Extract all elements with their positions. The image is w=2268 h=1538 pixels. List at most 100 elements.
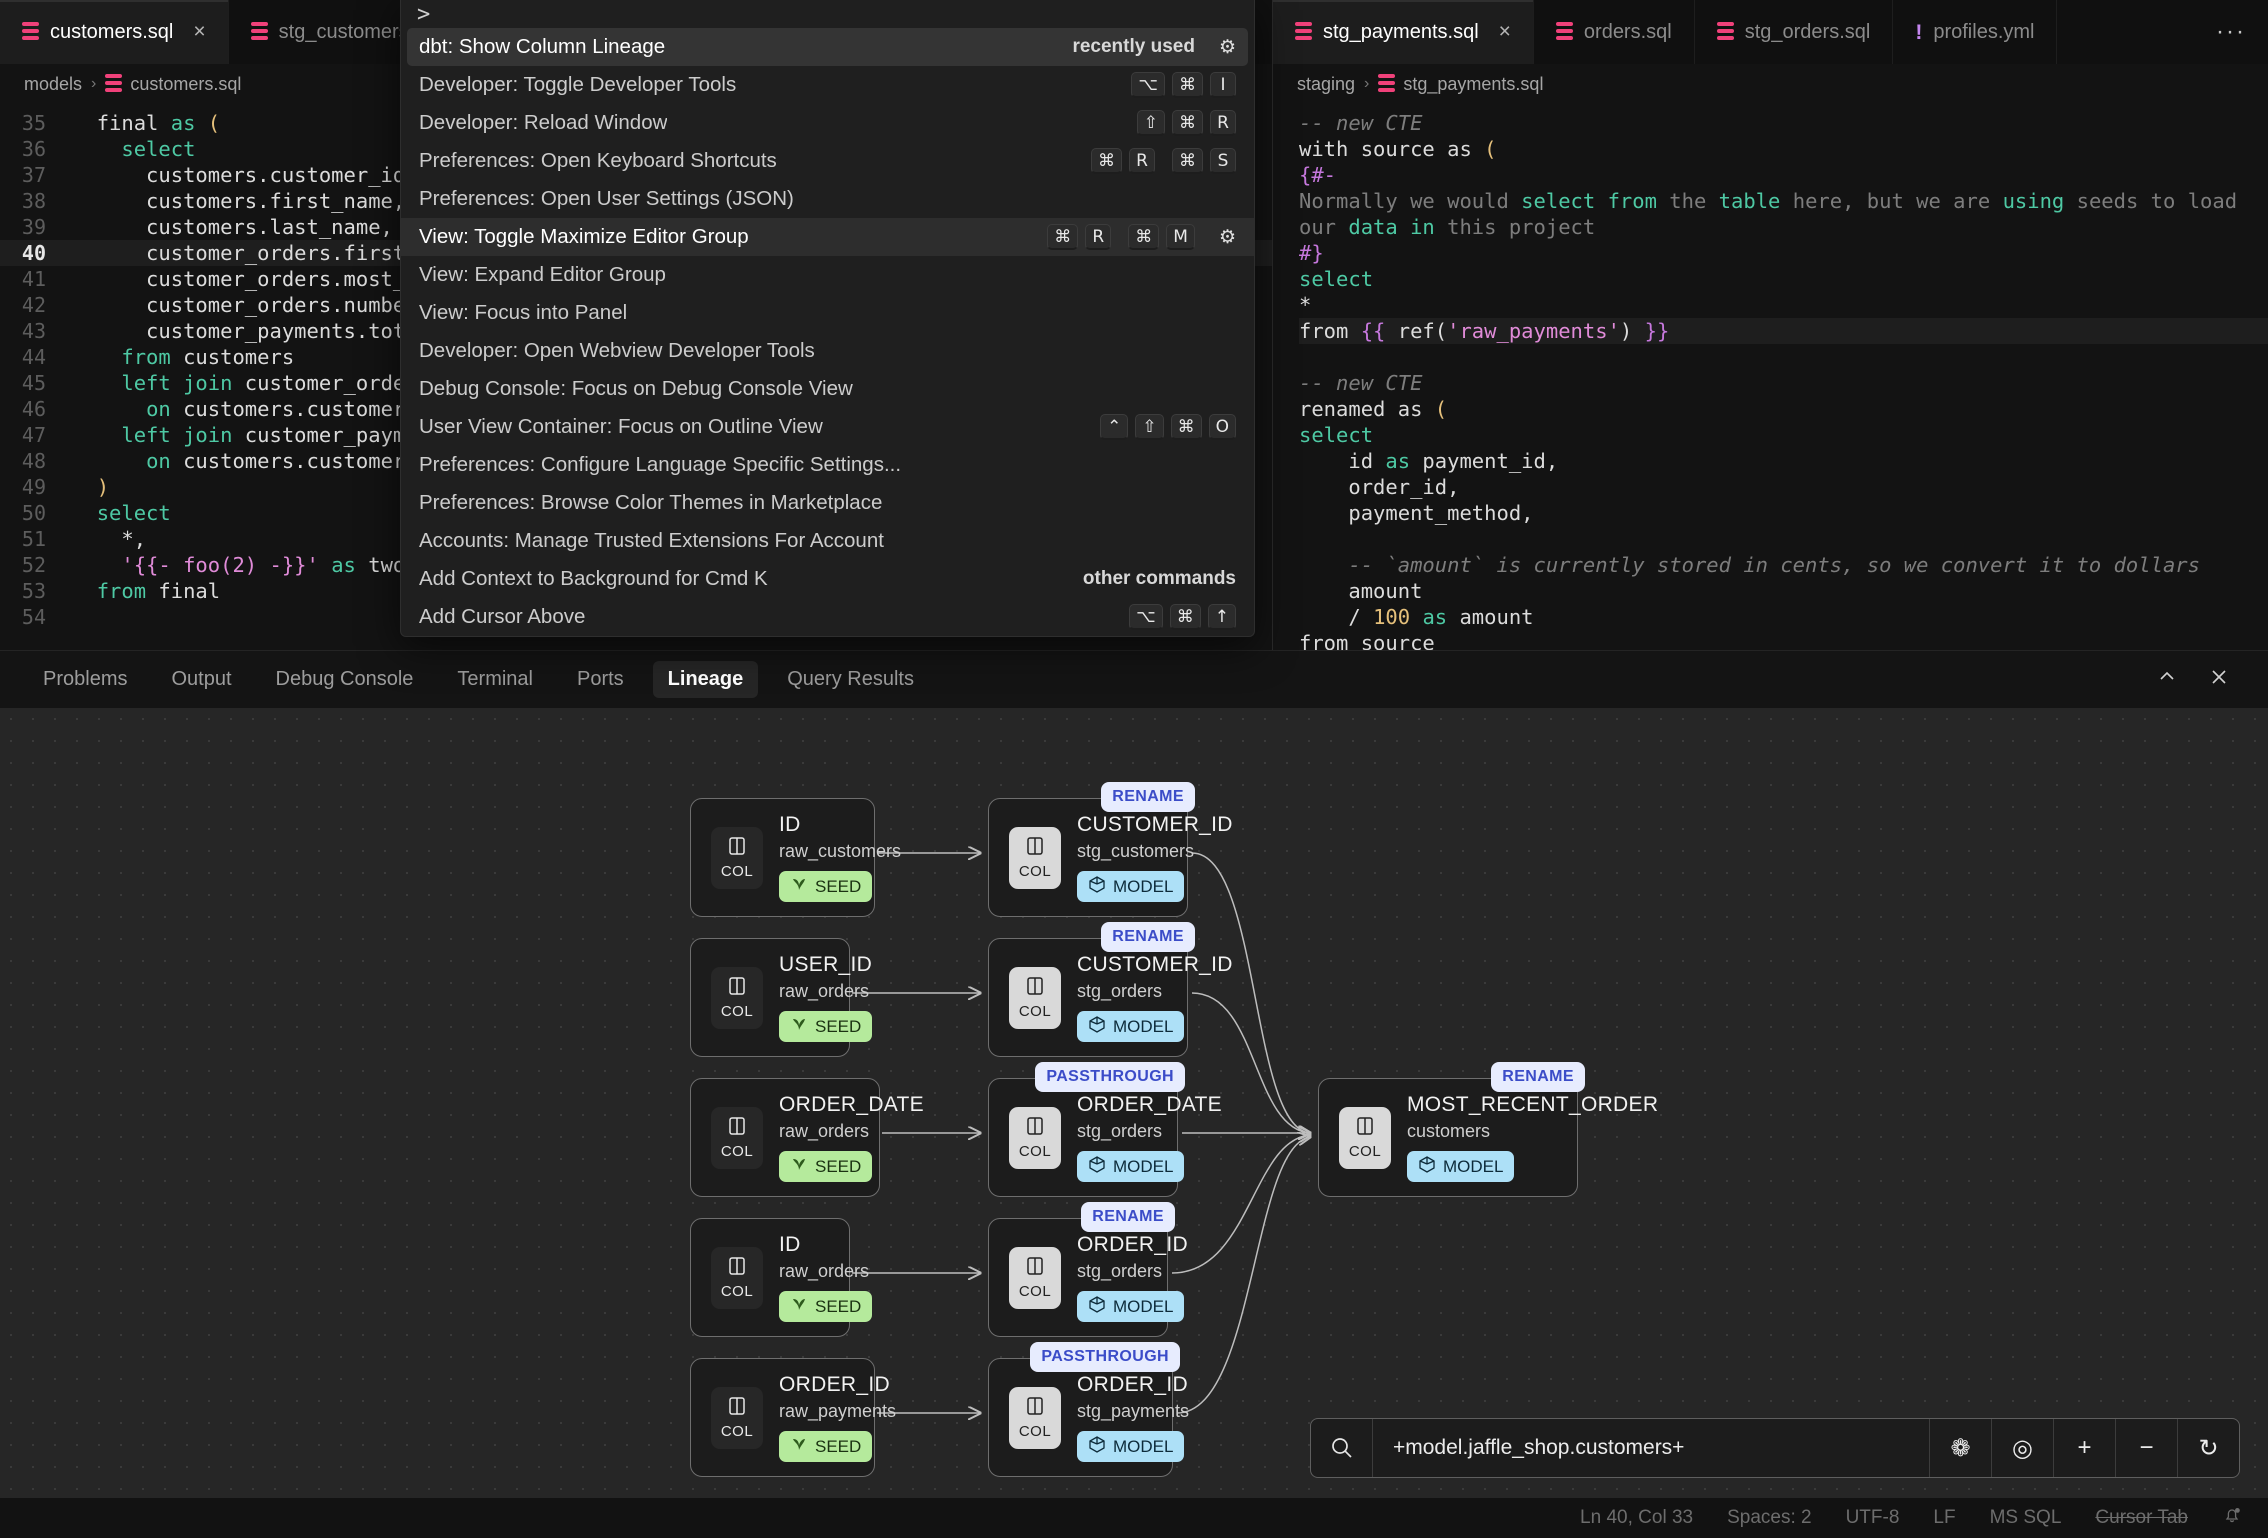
zoom-out-icon[interactable]: − bbox=[2115, 1419, 2177, 1477]
panel-tab-ports[interactable]: Ports bbox=[576, 668, 624, 690]
code-line[interactable]: 45 left join customer_orders bbox=[0, 370, 1272, 396]
command-palette-item[interactable]: View: Toggle Maximize Editor Group ⌘ R ⌘ M ⚙ bbox=[401, 218, 1254, 256]
command-palette-item[interactable]: Add Context to Background for Cmd K other… bbox=[401, 560, 1254, 598]
code-line[interactable]: order_id, bbox=[1299, 474, 2268, 500]
command-palette-item[interactable]: Preferences: Open User Settings (JSON) bbox=[401, 180, 1254, 218]
lineage-node[interactable]: COL ID raw_customers SEED bbox=[690, 798, 901, 917]
status-item[interactable]: Ln 40, Col 33 bbox=[1580, 1507, 1694, 1528]
command-palette-item[interactable]: View: Focus into Panel bbox=[401, 294, 1254, 332]
code-line[interactable]: * bbox=[1299, 292, 2268, 318]
code-line[interactable]: 51 *, bbox=[0, 526, 1272, 552]
panel-tab-debug-console[interactable]: Debug Console bbox=[275, 668, 414, 690]
panel-tab-problems[interactable]: Problems bbox=[43, 668, 128, 690]
code-line[interactable]: 38 customers.first_name, bbox=[0, 188, 1272, 214]
lineage-node[interactable]: COL USER_ID raw_orders SEED bbox=[690, 938, 873, 1057]
bell-icon[interactable] bbox=[2222, 1505, 2242, 1531]
lineage-node[interactable]: COL CUSTOMER_ID stg_orders MODEL RENAME bbox=[988, 922, 1232, 1057]
code-line[interactable]: 41 customer_orders.most_rec bbox=[0, 266, 1272, 292]
command-palette-item[interactable]: Preferences: Configure Language Specific… bbox=[401, 446, 1254, 484]
code-line[interactable]: 46 on customers.customer_id bbox=[0, 396, 1272, 422]
lineage-canvas[interactable]: COL ID raw_customers SEED COL CUSTOMER_ID stg_… bbox=[0, 708, 2268, 1498]
code-line[interactable]: 35 final as ( bbox=[0, 110, 1272, 136]
status-item[interactable]: Cursor Tab bbox=[2095, 1507, 2188, 1528]
code-line[interactable]: 39 customers.last_name, bbox=[0, 214, 1272, 240]
code-line[interactable]: select bbox=[1299, 266, 2268, 292]
code-line[interactable]: 36 select bbox=[0, 136, 1272, 162]
command-palette-item[interactable]: Preferences: Browse Color Themes in Mark… bbox=[401, 484, 1254, 522]
panel-tab-output[interactable]: Output bbox=[171, 668, 232, 690]
command-palette-item[interactable]: Accounts: Manage Trusted Extensions For … bbox=[401, 522, 1254, 560]
lineage-node[interactable]: COL ORDER_ID stg_orders MODEL RENAME bbox=[988, 1202, 1188, 1337]
breadcrumb-item[interactable]: models bbox=[24, 74, 82, 95]
status-item[interactable]: UTF-8 bbox=[1845, 1507, 1900, 1528]
lineage-node[interactable]: COL ORDER_DATE raw_orders SEED bbox=[690, 1078, 924, 1197]
editor-tab-profiles-yml[interactable]: ! profiles.yml bbox=[1893, 0, 2058, 64]
gear-icon[interactable]: ⚙ bbox=[1218, 226, 1236, 248]
target-icon[interactable]: ◎ bbox=[1991, 1419, 2053, 1477]
code-line[interactable]: 49 ) bbox=[0, 474, 1272, 500]
aperture-icon[interactable]: ❁ bbox=[1929, 1419, 1991, 1477]
status-item[interactable]: MS SQL bbox=[1989, 1507, 2062, 1528]
command-palette-item[interactable]: Add Cursor Above ⌥ ⌘ ↑ bbox=[401, 598, 1254, 636]
code-line[interactable]: with source as ( bbox=[1299, 136, 2268, 162]
breadcrumb-right[interactable]: staging › stg_payments.sql bbox=[1273, 64, 2268, 104]
code-line[interactable]: -- new CTE bbox=[1299, 370, 2268, 396]
editor-tab-stg_orders-sql[interactable]: stg_orders.sql bbox=[1694, 0, 1894, 64]
code-line[interactable] bbox=[1299, 526, 2268, 552]
breadcrumb-left[interactable]: models › customers.sql bbox=[0, 64, 1272, 104]
code-line[interactable]: 54 bbox=[0, 604, 1272, 630]
status-item[interactable]: Spaces: 2 bbox=[1727, 1507, 1812, 1528]
panel-tab-query-results[interactable]: Query Results bbox=[787, 668, 914, 690]
command-palette-item[interactable]: User View Container: Focus on Outline Vi… bbox=[401, 408, 1254, 446]
command-palette-item[interactable]: Developer: Reload Window ⇧ ⌘ R bbox=[401, 104, 1254, 142]
code-line[interactable]: / 100 as amount bbox=[1299, 604, 2268, 630]
panel-tab-lineage[interactable]: Lineage bbox=[652, 661, 759, 698]
code-line[interactable]: -- new CTE bbox=[1299, 110, 2268, 136]
command-palette[interactable]: > dbt: Show Column Lineage recently used ⚙… bbox=[400, 0, 1255, 637]
code-line[interactable]: 42 customer_orders.number_o bbox=[0, 292, 1272, 318]
command-palette-item[interactable]: Developer: Toggle Developer Tools ⌥ ⌘ I bbox=[401, 66, 1254, 104]
code-right[interactable]: -- new CTE with source as ({#- Normally we… bbox=[1273, 104, 2268, 650]
lineage-node[interactable]: COL CUSTOMER_ID stg_customers MODEL RENAME bbox=[988, 782, 1232, 917]
code-line[interactable]: -- `amount` is currently stored in cents… bbox=[1299, 552, 2268, 578]
close-icon[interactable]: × bbox=[193, 20, 206, 43]
lineage-node[interactable]: COL ORDER_ID raw_payments SEED bbox=[690, 1358, 896, 1477]
code-line[interactable]: #} bbox=[1299, 240, 2268, 266]
editor-tab-customers-sql[interactable]: customers.sql × bbox=[0, 0, 229, 64]
code-line[interactable]: our data in this project bbox=[1299, 214, 2268, 240]
code-line[interactable]: amount bbox=[1299, 578, 2268, 604]
lineage-node[interactable]: COL ORDER_ID stg_payments MODEL PASSTHROUGH bbox=[988, 1342, 1189, 1477]
breadcrumb-item[interactable]: customers.sql bbox=[105, 74, 241, 95]
close-icon[interactable]: × bbox=[1498, 20, 1511, 43]
lineage-node[interactable]: COL MOST_RECENT_ORDER customers MODEL RENAME bbox=[1318, 1062, 1658, 1197]
gear-icon[interactable]: ⚙ bbox=[1218, 36, 1236, 58]
command-palette-item[interactable]: Debug Console: Focus on Debug Console Vi… bbox=[401, 370, 1254, 408]
close-icon[interactable] bbox=[2208, 666, 2230, 694]
code-line[interactable]: {#- bbox=[1299, 162, 2268, 188]
code-line[interactable]: 53 from final bbox=[0, 578, 1272, 604]
status-item[interactable]: LF bbox=[1933, 1507, 1956, 1528]
command-palette-item[interactable]: Developer: Open Webview Developer Tools bbox=[401, 332, 1254, 370]
breadcrumb-item[interactable]: staging bbox=[1297, 74, 1355, 95]
code-line[interactable]: 43 customer_payments.total_ bbox=[0, 318, 1272, 344]
reset-icon[interactable]: ↻ bbox=[2177, 1419, 2239, 1477]
command-palette-item[interactable]: View: Expand Editor Group bbox=[401, 256, 1254, 294]
code-line[interactable]: from {{ ref('raw_payments') }} bbox=[1299, 318, 2268, 344]
editor-tab-stg_payments-sql[interactable]: stg_payments.sql × bbox=[1273, 0, 1534, 64]
code-line[interactable]: from source bbox=[1299, 630, 2268, 650]
zoom-in-icon[interactable]: + bbox=[2053, 1419, 2115, 1477]
command-palette-item[interactable]: Preferences: Open Keyboard Shortcuts ⌘ R ⌘ S bbox=[401, 142, 1254, 180]
breadcrumb-item[interactable]: stg_payments.sql bbox=[1378, 74, 1543, 95]
code-line[interactable]: 52 '{{- foo(2) -}}' as two bbox=[0, 552, 1272, 578]
tabs-overflow-icon[interactable]: ··· bbox=[2216, 18, 2246, 45]
code-line[interactable]: 50 select bbox=[0, 500, 1272, 526]
code-line[interactable]: payment_method, bbox=[1299, 500, 2268, 526]
chevron-up-icon[interactable] bbox=[2156, 666, 2178, 694]
code-line[interactable]: 44 from customers bbox=[0, 344, 1272, 370]
editor-tab-orders-sql[interactable]: orders.sql bbox=[1533, 0, 1695, 64]
code-line[interactable]: select bbox=[1299, 422, 2268, 448]
code-line[interactable]: 48 on customers.customer_id bbox=[0, 448, 1272, 474]
panel-tab-terminal[interactable]: Terminal bbox=[457, 668, 533, 690]
code-line[interactable] bbox=[1299, 344, 2268, 370]
lineage-search-box[interactable]: +model.jaffle_shop.customers+ ❁ ◎ + − ↻ bbox=[1310, 1418, 2240, 1478]
